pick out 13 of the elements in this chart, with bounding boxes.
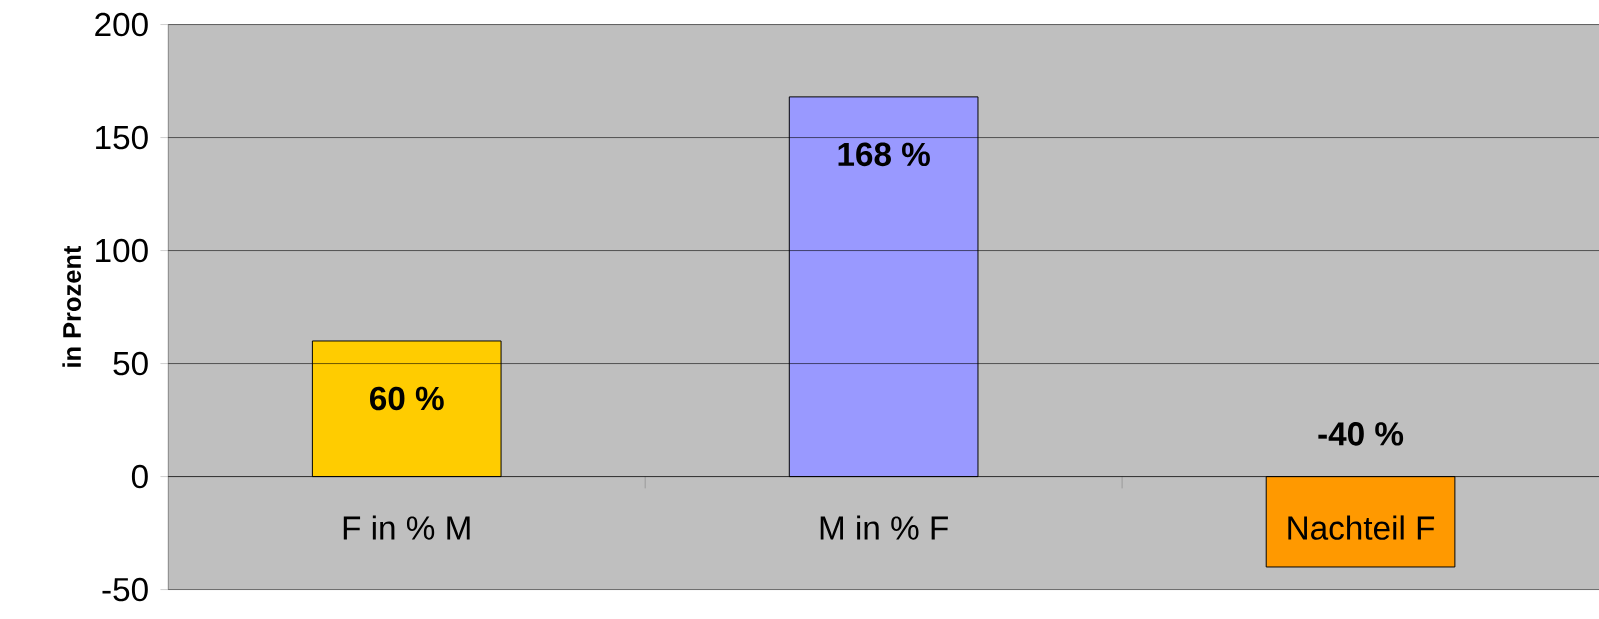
y-tick-label: -50: [102, 577, 148, 602]
data-label: 168 %: [838, 142, 930, 167]
x-tick-label: Nachteil F: [1288, 515, 1435, 540]
data-label: -40 %: [1318, 422, 1404, 446]
y-tick-label: 50: [113, 351, 148, 376]
y-axis-title: in Prozent: [62, 245, 82, 367]
y-tick-label: 150: [96, 125, 148, 150]
y-tick-label: 100: [96, 238, 148, 263]
y-tick-label: 0: [131, 464, 148, 489]
y-tick-label: 200: [95, 12, 148, 37]
data-label: 60 %: [370, 386, 444, 411]
x-tick-label: F in % M: [343, 515, 470, 540]
x-tick-label: M in % F: [820, 515, 948, 540]
